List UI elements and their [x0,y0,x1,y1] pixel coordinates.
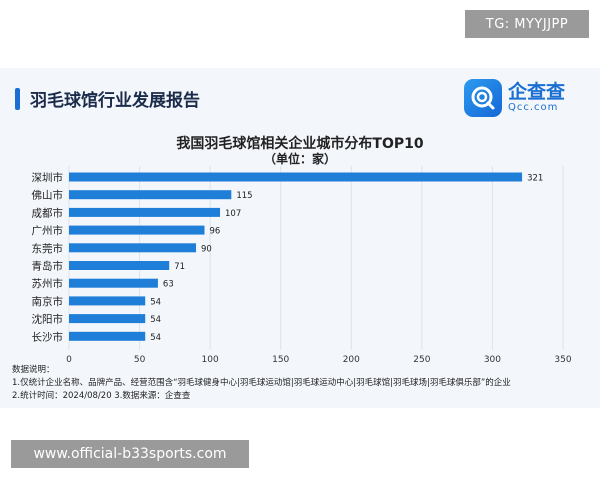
category-label: 沈阳市 [32,313,64,326]
value-label: 54 [150,333,161,343]
value-label: 107 [225,209,241,219]
notes-line-2: 2.统计时间：2024/08/20 3.数据来源：企查查 [12,391,191,401]
category-label: 东莞市 [32,242,64,255]
value-label: 321 [527,174,543,184]
category-label: 长沙市 [32,330,64,343]
title-accent-bar [15,88,20,110]
report-card [0,68,600,408]
x-tick-label: 0 [66,355,72,365]
qcc-logo-icon [464,79,502,117]
chart-subtitle: （单位：家） [263,152,336,166]
category-label: 青岛市 [32,260,64,273]
x-tick-label: 250 [413,355,430,365]
category-label: 广州市 [32,224,64,237]
bar-chart: 0 50 100 150 200 250 300 350 深圳市 321 佛山市 115 成都市 107 广… [32,166,572,365]
x-tick-label: 100 [202,355,219,365]
x-tick-label: 200 [343,355,360,365]
category-label: 深圳市 [32,171,64,184]
value-label: 54 [150,315,161,325]
brand-subtext: Qcc.com [508,102,559,113]
value-label: 54 [150,297,161,307]
bar [69,314,146,324]
chart-title: 我国羽毛球馆相关企业城市分布TOP10 [176,136,424,152]
bar [69,225,205,235]
notes-heading: 数据说明： [12,365,55,375]
data-notes: 数据说明： 1.仅统计企业名称、品牌产品、经营范围含“羽毛球健身中心|羽毛球运动… [12,364,511,403]
qcc-brand: 企查查 Qcc.com [464,79,565,117]
bar [69,261,170,270]
report-title: 羽毛球馆行业发展报告 [30,91,200,111]
value-label: 71 [174,262,185,272]
x-tick-label: 50 [134,355,146,365]
x-tick-label: 350 [554,355,571,365]
value-label: 63 [163,280,174,290]
x-tick-label: 150 [272,355,289,365]
x-tick-label: 300 [484,355,501,365]
bar [69,278,158,288]
value-label: 96 [209,227,220,237]
bar [69,190,232,200]
category-label: 苏州市 [32,277,64,290]
tg-watermark: TG: MYYJJPP [465,10,589,38]
bar [69,243,197,253]
category-label: 佛山市 [32,189,64,202]
url-watermark: www.official-b33sports.com [11,440,249,468]
bar [69,331,146,341]
value-label: 115 [236,191,252,201]
notes-line-1: 1.仅统计企业名称、品牌产品、经营范围含“羽毛球健身中心|羽毛球运动馆|羽毛球运… [12,378,511,388]
bar [69,172,523,182]
bar [69,207,221,217]
value-label: 90 [201,244,212,254]
brand-name: 企查查 [508,81,566,103]
bar [69,296,146,306]
category-label: 南京市 [32,295,64,308]
category-label: 成都市 [32,206,64,219]
